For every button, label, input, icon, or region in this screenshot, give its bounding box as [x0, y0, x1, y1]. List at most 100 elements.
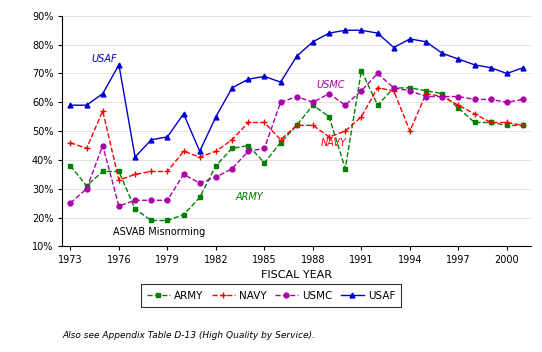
- USAF: [504, 71, 510, 76]
- USAF: [309, 40, 316, 44]
- ARMY: [375, 103, 381, 107]
- ARMY: [342, 166, 349, 171]
- USMC: [472, 97, 478, 101]
- NAVY: [390, 89, 397, 93]
- ARMY: [197, 195, 203, 200]
- Legend: ARMY, NAVY, USMC, USAF: ARMY, NAVY, USMC, USAF: [141, 284, 401, 307]
- USAF: [197, 149, 203, 153]
- USMC: [342, 103, 349, 107]
- USMC: [100, 143, 106, 147]
- USMC: [229, 166, 235, 171]
- USAF: [67, 103, 74, 107]
- ARMY: [67, 164, 74, 168]
- USAF: [439, 51, 446, 55]
- USAF: [212, 115, 219, 119]
- USMC: [83, 187, 90, 191]
- Line: NAVY: NAVY: [67, 84, 526, 184]
- NAVY: [245, 120, 251, 125]
- USAF: [406, 37, 413, 41]
- USAF: [472, 63, 478, 67]
- USMC: [309, 100, 316, 105]
- ARMY: [115, 169, 122, 174]
- Text: USAF: USAF: [92, 54, 117, 64]
- Text: NAVY: NAVY: [321, 138, 347, 147]
- Line: USAF: USAF: [68, 28, 526, 159]
- ARMY: [504, 123, 510, 127]
- USAF: [487, 65, 494, 70]
- USMC: [487, 97, 494, 101]
- Text: ASVAB Misnorming: ASVAB Misnorming: [113, 227, 205, 237]
- NAVY: [180, 149, 187, 153]
- ARMY: [309, 103, 316, 107]
- USMC: [294, 94, 300, 99]
- ARMY: [358, 69, 365, 73]
- NAVY: [439, 94, 446, 99]
- USAF: [83, 103, 90, 107]
- USMC: [390, 86, 397, 90]
- ARMY: [180, 213, 187, 217]
- NAVY: [520, 123, 526, 127]
- NAVY: [148, 169, 154, 174]
- USAF: [455, 57, 462, 61]
- ARMY: [148, 218, 154, 222]
- NAVY: [212, 149, 219, 153]
- USMC: [439, 94, 446, 99]
- Text: ARMY: ARMY: [235, 192, 263, 202]
- USAF: [358, 28, 365, 32]
- USAF: [520, 65, 526, 70]
- USMC: [423, 94, 429, 99]
- USAF: [342, 28, 349, 32]
- NAVY: [278, 138, 284, 142]
- NAVY: [406, 129, 413, 133]
- ARMY: [212, 164, 219, 168]
- ARMY: [406, 86, 413, 90]
- NAVY: [423, 92, 429, 96]
- USMC: [261, 146, 268, 151]
- USAF: [261, 74, 268, 78]
- X-axis label: FISCAL YEAR: FISCAL YEAR: [261, 270, 332, 279]
- USMC: [520, 97, 526, 101]
- USMC: [406, 89, 413, 93]
- USAF: [164, 135, 171, 139]
- USMC: [164, 198, 171, 202]
- USAF: [100, 92, 106, 96]
- USAF: [180, 112, 187, 116]
- USMC: [455, 94, 462, 99]
- USMC: [358, 89, 365, 93]
- NAVY: [455, 103, 462, 107]
- NAVY: [487, 120, 494, 125]
- USAF: [375, 31, 381, 35]
- ARMY: [439, 92, 446, 96]
- ARMY: [455, 106, 462, 110]
- NAVY: [197, 155, 203, 159]
- USAF: [229, 86, 235, 90]
- USMC: [148, 198, 154, 202]
- ARMY: [164, 218, 171, 222]
- Line: USMC: USMC: [68, 71, 526, 208]
- ARMY: [278, 140, 284, 145]
- USAF: [326, 31, 332, 35]
- USAF: [132, 155, 138, 159]
- NAVY: [472, 112, 478, 116]
- NAVY: [67, 140, 74, 145]
- ARMY: [83, 184, 90, 188]
- USAF: [294, 54, 300, 58]
- USAF: [148, 138, 154, 142]
- NAVY: [358, 115, 365, 119]
- NAVY: [100, 109, 106, 113]
- ARMY: [132, 207, 138, 211]
- ARMY: [326, 115, 332, 119]
- USMC: [212, 175, 219, 180]
- USMC: [375, 71, 381, 76]
- USMC: [245, 149, 251, 153]
- Line: ARMY: ARMY: [68, 68, 526, 223]
- USMC: [278, 100, 284, 105]
- ARMY: [487, 120, 494, 125]
- ARMY: [294, 123, 300, 127]
- Text: USMC: USMC: [316, 80, 345, 90]
- ARMY: [229, 146, 235, 151]
- NAVY: [342, 129, 349, 133]
- NAVY: [164, 169, 171, 174]
- ARMY: [261, 161, 268, 165]
- ARMY: [472, 120, 478, 125]
